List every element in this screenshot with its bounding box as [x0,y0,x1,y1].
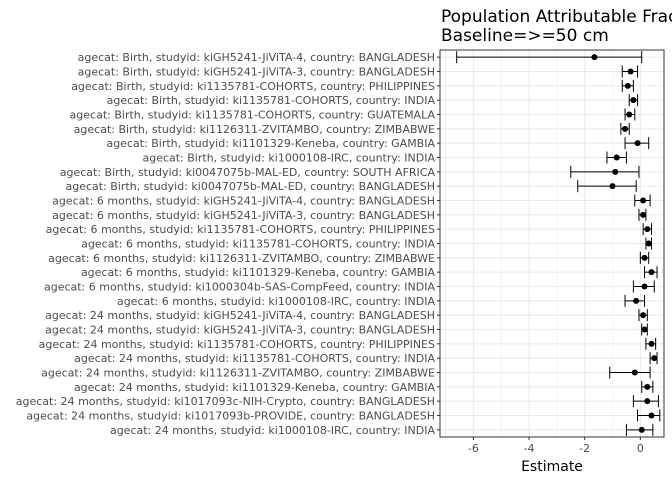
x-tick-label: -4 [524,442,535,455]
estimate-point [641,283,648,290]
estimate-point [613,154,620,161]
estimate-point [591,54,598,61]
error-bar [577,180,637,193]
estimate-point [627,68,634,75]
y-tick-label: agecat: 6 months, studyid: ki1135781-COH… [81,238,435,251]
estimate-point [651,355,658,362]
y-tick-label: agecat: Birth, studyid: ki0047075b-MAL-E… [60,166,436,179]
y-tick-label: agecat: 24 months, studyid: ki1000108-IR… [110,424,436,437]
y-tick-label: agecat: 24 months, studyid: ki1017093b-P… [26,410,435,423]
estimate-point [640,211,647,218]
y-tick-label: agecat: 24 months, studyid: ki1126311-ZV… [41,367,435,380]
y-tick-label: agecat: Birth, studyid: ki1126311-ZVITAM… [74,123,435,136]
y-tick-label: agecat: Birth, studyid: ki1135781-COHORT… [70,109,436,122]
estimate-point [630,97,637,104]
y-tick-label: agecat: Birth, studyid: kiGH5241-JiViTA-… [78,66,435,79]
estimate-point [640,312,647,319]
x-axis-title: Estimate [521,459,583,475]
estimate-point [624,82,631,89]
estimate-point [641,254,648,261]
estimate-point [648,412,655,419]
estimate-point [645,240,652,247]
y-tick-label: agecat: 6 months, studyid: ki1000304b-SA… [44,281,435,294]
y-tick-label: agecat: Birth, studyid: ki1135781-COHORT… [71,80,435,93]
chart-subtitle: Baseline=>=50 cm [441,26,609,46]
y-tick-label: agecat: Birth, studyid: ki1101329-Keneba… [106,137,435,150]
error-bar [609,366,651,379]
y-tick-label: agecat: 6 months, studyid: ki1126311-ZVI… [48,252,435,265]
y-tick-label: agecat: Birth, studyid: ki1000108-IRC, c… [142,152,435,165]
estimate-point [644,398,651,405]
estimate-point [644,383,651,390]
y-tick-label: agecat: 6 months, studyid: kiGH5241-JiVi… [52,209,435,222]
y-tick-label: agecat: 24 months, studyid: ki1135781-CO… [74,352,435,365]
y-tick-label: agecat: Birth, studyid: ki1135781-COHORT… [107,94,436,107]
y-tick-label: agecat: 24 months, studyid: kiGH5241-JiV… [45,309,435,322]
estimate-point [622,125,629,132]
estimate-point [648,269,655,276]
x-tick-label: -6 [468,442,479,455]
chart-title: Population Attributable Fraction [441,7,672,27]
estimate-point [634,140,641,147]
estimate-point [644,226,651,233]
x-tick-label: 0 [637,442,644,455]
estimate-point [626,111,633,118]
y-tick-label: agecat: 6 months, studyid: ki1101329-Ken… [81,266,436,279]
estimate-point [638,426,645,433]
estimate-point [612,168,619,175]
estimate-points [591,54,658,433]
y-tick-label: agecat: Birth, studyid: kiGH5241-JiViTA-… [78,51,435,64]
y-tick-labels: agecat: Birth, studyid: kiGH5241-JiViTA-… [16,51,440,437]
estimate-point [648,340,655,347]
estimate-point [633,297,640,304]
y-tick-label: agecat: 24 months, studyid: kiGH5241-JiV… [45,324,435,337]
estimate-point [640,197,647,204]
y-tick-label: agecat: 24 months, studyid: ki1135781-CO… [39,338,435,351]
y-tick-label: agecat: 24 months, studyid: ki1101329-Ke… [74,381,436,394]
y-tick-label: agecat: 6 months, studyid: ki1000108-IRC… [117,295,436,308]
y-tick-label: agecat: Birth, studyid: ki0047075b-MAL-E… [65,180,435,193]
error-bar [456,51,643,64]
error-bar [570,165,640,178]
x-tick-label: -2 [579,442,590,455]
estimate-point [641,326,648,333]
y-tick-label: agecat: 6 months, studyid: ki1135781-COH… [46,223,435,236]
y-tick-label: agecat: 6 months, studyid: kiGH5241-JiVi… [52,195,435,208]
y-tick-label: agecat: 24 months, studyid: ki1017093c-N… [16,395,435,408]
x-tick-labels: -6 -4 -2 0 [468,437,644,455]
estimate-point [609,183,616,190]
estimate-point [631,369,638,376]
